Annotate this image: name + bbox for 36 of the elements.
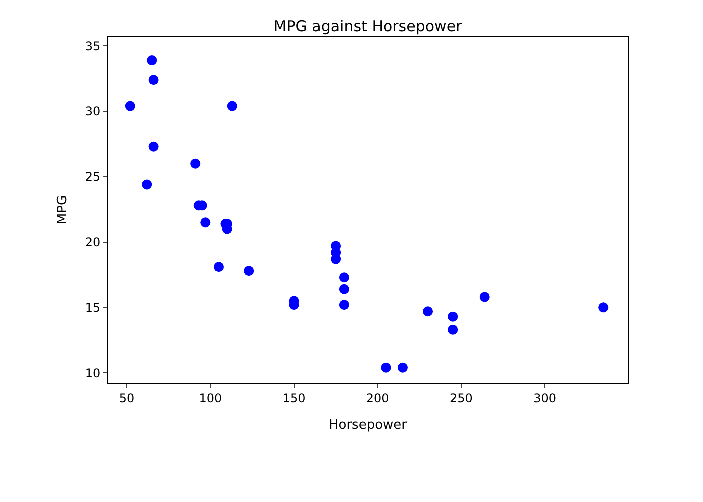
point <box>148 142 159 152</box>
point <box>398 362 408 373</box>
y-tick-label: 10 <box>85 366 101 380</box>
point <box>244 266 254 276</box>
point <box>598 302 609 313</box>
point <box>448 324 458 335</box>
y-tick-label: 15 <box>85 300 101 315</box>
x-tick-label: 50 <box>119 391 135 406</box>
x-tick-label: 300 <box>534 391 557 406</box>
x-tick-label: 250 <box>450 391 473 406</box>
point <box>448 312 458 322</box>
x-tick-label: 100 <box>199 391 222 406</box>
x-tick-label: 200 <box>366 391 390 406</box>
chart-title: MPG against Horsepower <box>274 17 464 36</box>
x-axis-title: Horsepower <box>328 418 408 433</box>
y-tick-label: 30 <box>85 104 101 119</box>
point <box>331 241 342 252</box>
point <box>190 158 201 169</box>
point <box>423 306 434 317</box>
x-tick-label: 150 <box>282 391 306 406</box>
point <box>227 101 238 112</box>
point <box>480 292 490 302</box>
y-tick-label: 25 <box>85 170 101 184</box>
point <box>339 284 350 294</box>
y-tick-label: 20 <box>85 236 101 250</box>
point <box>148 75 159 86</box>
y-tick-label: 35 <box>85 39 101 54</box>
point <box>142 180 152 190</box>
point <box>200 218 211 228</box>
point <box>339 300 350 310</box>
point <box>147 56 158 66</box>
point <box>339 272 350 283</box>
point <box>381 362 392 373</box>
y-axis-title: MPG <box>55 195 70 225</box>
point <box>214 262 224 272</box>
point <box>125 101 136 112</box>
